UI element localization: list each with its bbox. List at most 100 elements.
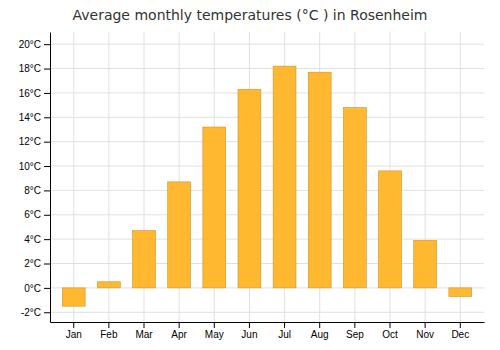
x-tick: Nov [416,322,434,340]
y-tick-mark [44,69,50,70]
x-tick: Jun [241,322,257,340]
x-tick-mark [73,322,74,328]
y-grid-line [50,214,484,215]
y-tick-label: 8°C [24,185,41,196]
bar [133,231,156,288]
y-tick: 0°C [24,283,50,294]
x-tick: May [205,322,224,340]
y-tick-mark [44,215,50,216]
bar [62,288,85,306]
y-tick-label: 2°C [24,258,41,269]
chart-container: -2°C 0°C 2°C 4°C 6°C 8°C 10°C 12°C 14°C 16°C 18°C 2… [0,0,500,350]
y-grid-line [50,117,484,118]
y-tick-label: 0°C [24,283,41,294]
x-tick: Jul [278,322,291,340]
x-tick: Dec [451,322,469,340]
x-axis-line [51,322,485,323]
y-tick-label: 12°C [19,136,41,147]
y-tick: 6°C [24,209,50,220]
x-grid-line [460,32,461,322]
bar [308,72,331,288]
y-axis: -2°C 0°C 2°C 4°C 6°C 8°C 10°C 12°C 14°C 16°C 18°C 2… [19,33,51,323]
bar [414,240,437,288]
y-grid-line [50,92,484,93]
x-tick-label: Jun [241,329,257,340]
x-tick-mark [108,322,109,328]
x-tick-mark [389,322,390,328]
y-tick: 2°C [24,258,50,269]
bar [203,127,226,288]
y-axis-line [50,33,51,323]
x-tick-label: Dec [451,329,469,340]
chart-svg: -2°C 0°C 2°C 4°C 6°C 8°C 10°C 12°C 14°C 16°C 18°C 2… [0,0,500,350]
y-tick-label: 4°C [24,234,41,245]
y-grid-line [50,141,484,142]
x-tick-label: Jan [66,329,82,340]
y-tick: 18°C [19,63,50,74]
x-tick-mark [284,322,285,328]
y-grid-line [50,44,484,45]
x-tick-mark [425,322,426,328]
y-tick: 10°C [19,161,50,172]
x-tick: Sep [346,322,364,340]
x-tick-mark [354,322,355,328]
x-tick-label: Oct [382,329,398,340]
y-tick-mark [44,312,50,313]
bar [273,66,296,288]
x-tick-label: Aug [311,329,329,340]
y-grid-line [50,239,484,240]
y-tick-label: 16°C [19,88,41,99]
bar [343,108,366,288]
y-tick-label: 10°C [19,161,41,172]
x-tick-label: Feb [100,329,118,340]
x-tick: Feb [100,322,118,340]
y-tick-mark [44,288,50,289]
y-tick-label: -2°C [21,307,41,318]
bar [449,288,472,297]
plot-area [62,66,471,306]
x-tick-mark [144,322,145,328]
grid [50,32,484,322]
y-tick-label: 14°C [19,112,41,123]
y-tick: 14°C [19,112,50,123]
x-tick-mark [460,322,461,328]
x-tick-mark [179,322,180,328]
y-tick-mark [44,93,50,94]
x-tick-label: May [205,329,224,340]
bar [379,171,402,288]
y-tick: 4°C [24,234,50,245]
y-tick: 16°C [19,88,50,99]
x-tick-label: Sep [346,329,364,340]
y-tick: 20°C [19,39,50,50]
y-tick-mark [44,142,50,143]
y-tick-mark [44,117,50,118]
title: Average monthly temperatures (°C ) in Ro… [72,7,427,23]
y-tick-mark [44,44,50,45]
y-tick-label: 6°C [24,209,41,220]
bar [168,182,191,288]
y-grid-line [50,312,484,313]
x-tick-mark [214,322,215,328]
x-tick: Oct [382,322,398,340]
x-tick-mark [319,322,320,328]
x-tick-label: Nov [416,329,434,340]
y-tick-mark [44,264,50,265]
x-axis: Jan Feb Mar Apr May Jun Jul Aug Sep Oct Nov Dec [51,322,485,340]
y-tick: 12°C [19,136,50,147]
x-tick: Jan [66,322,82,340]
y-tick-mark [44,190,50,191]
x-tick-mark [249,322,250,328]
x-tick: Apr [171,322,187,340]
y-tick-mark [44,166,50,167]
y-tick-label: 20°C [19,39,41,50]
bar [97,282,120,288]
x-tick-label: Apr [171,329,187,340]
y-tick: 8°C [24,185,50,196]
x-tick-label: Mar [135,329,153,340]
x-tick-label: Jul [278,329,291,340]
y-tick-label: 18°C [19,63,41,74]
y-grid-line [50,68,484,69]
y-grid-line [50,166,484,167]
x-tick: Aug [311,322,329,340]
y-grid-line [50,190,484,191]
